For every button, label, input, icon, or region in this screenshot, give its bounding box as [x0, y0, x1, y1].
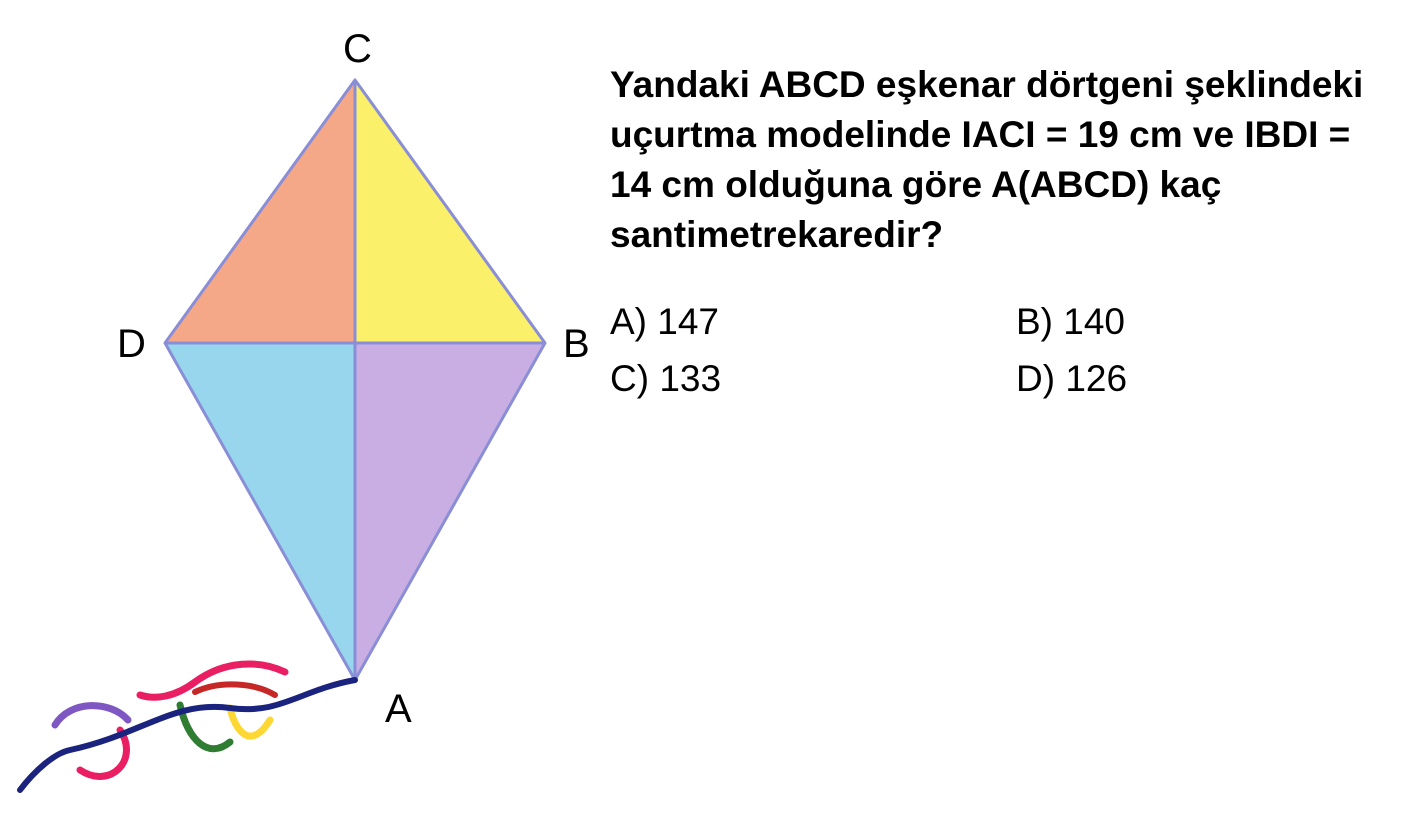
tail-ribbon-1: [230, 708, 270, 736]
option-d[interactable]: D) 126: [1016, 352, 1382, 406]
option-c[interactable]: C) 133: [610, 352, 976, 406]
tail-ribbon-5: [195, 684, 275, 695]
vertex-label-D: D: [117, 322, 146, 366]
tail-ribbon-3: [55, 706, 128, 725]
vertex-label-B: B: [563, 322, 590, 366]
vertex-label-C: C: [343, 27, 372, 71]
option-b[interactable]: B) 140: [1016, 295, 1382, 349]
kite-diagram: C B A D: [0, 0, 600, 815]
diagram-panel: C B A D: [0, 0, 600, 815]
option-a-value: 147: [657, 301, 719, 342]
vertex-label-A: A: [385, 687, 412, 731]
text-panel: Yandaki ABCD eşkenar dörtgeni şeklindeki…: [600, 0, 1412, 815]
tail-main: [20, 680, 355, 790]
option-c-value: 133: [659, 358, 721, 399]
option-a[interactable]: A) 147: [610, 295, 976, 349]
option-d-value: 126: [1065, 358, 1127, 399]
question-text: Yandaki ABCD eşkenar dörtgeni şeklindeki…: [610, 60, 1382, 260]
options-grid: A) 147 B) 140 C) 133 D) 126: [610, 295, 1382, 406]
option-b-value: 140: [1063, 301, 1125, 342]
